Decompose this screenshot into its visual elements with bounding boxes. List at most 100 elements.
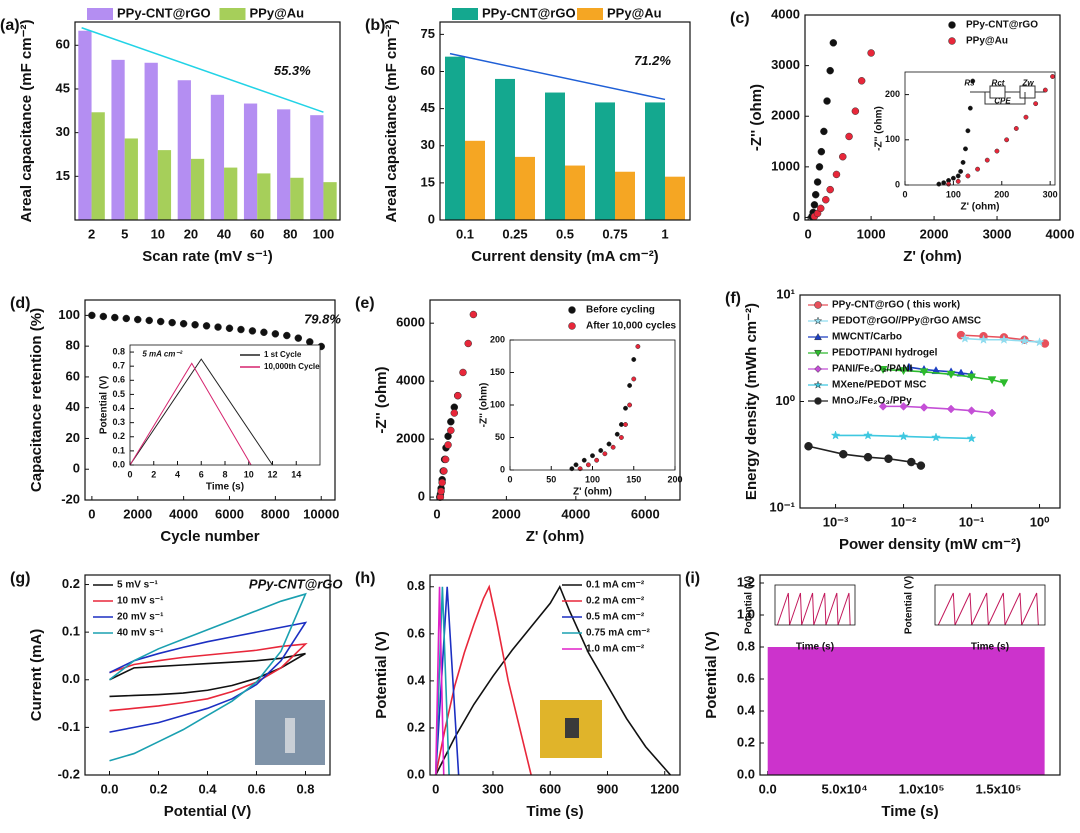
annotation: PPy-CNT@rGO <box>249 576 343 591</box>
y-axis-label: Current (mA) <box>28 629 45 722</box>
marker <box>594 457 600 463</box>
marker <box>804 442 813 451</box>
x-tick-label: 6000 <box>631 506 660 521</box>
marker <box>191 321 199 329</box>
marker <box>623 422 628 427</box>
marker <box>967 406 976 416</box>
bar <box>177 80 191 220</box>
marker <box>623 405 628 411</box>
y-tick-label: 0.8 <box>407 578 425 593</box>
marker <box>955 173 961 179</box>
marker <box>1023 114 1029 120</box>
line <box>109 652 306 698</box>
y-tick-label: 150 <box>490 367 505 377</box>
marker <box>970 78 976 84</box>
x-tick-label: 4 <box>175 469 180 479</box>
x-axis-label: Potential (V) <box>164 803 252 820</box>
marker <box>610 444 616 450</box>
y-tick-label: 0.0 <box>407 766 425 781</box>
axes-frame <box>799 294 1061 509</box>
marker <box>168 318 176 327</box>
x-axis-label: Power density (mW cm⁻²) <box>839 536 1021 553</box>
marker <box>919 368 929 377</box>
y-tick-label: 100 <box>58 307 80 322</box>
y-tick-label: 4000 <box>771 6 800 21</box>
x-tick-label: 50 <box>546 474 556 484</box>
x-tick-label: 5 <box>121 226 128 241</box>
marker <box>437 487 445 496</box>
legend-swatch <box>814 301 822 309</box>
line <box>129 362 252 466</box>
annotation: CPE <box>994 96 1011 105</box>
legend-swatch <box>452 8 478 20</box>
bar <box>565 165 585 220</box>
marker <box>145 316 153 325</box>
marker <box>631 376 637 382</box>
marker <box>306 338 314 346</box>
axes-frame <box>429 299 681 501</box>
y-tick-label: 10¹ <box>776 286 795 301</box>
x-tick-label: 10⁰ <box>1030 514 1050 529</box>
y-tick-label: 100 <box>490 399 505 409</box>
axes-frame <box>509 339 676 471</box>
marker <box>440 467 448 475</box>
marker <box>916 461 926 470</box>
legend-label: 10 mV s⁻¹ <box>117 596 164 607</box>
y-tick-label: 0.1 <box>112 445 125 455</box>
x-tick-label: 200 <box>667 474 682 484</box>
bar <box>210 94 225 220</box>
legend-label: PANI/Fe₂O₃/PANI <box>832 364 913 375</box>
legend-swatch <box>814 397 822 405</box>
panel-label: (b) <box>365 17 385 34</box>
y-tick-label: 0.6 <box>112 375 125 385</box>
legend-label: PPy-CNT@rGO <box>966 20 1038 31</box>
marker <box>984 157 990 163</box>
x-tick-label: 80 <box>283 226 297 241</box>
x-tick-label: 6000 <box>215 506 244 521</box>
x-tick-label: 0 <box>805 226 812 241</box>
y-tick-label: -20 <box>61 491 80 506</box>
marker <box>960 333 970 343</box>
y-tick-label: 0.0 <box>737 766 755 781</box>
line <box>109 621 308 733</box>
y-tick-label: 30 <box>421 137 435 152</box>
marker <box>936 181 942 187</box>
marker <box>614 431 620 437</box>
bar <box>595 102 615 220</box>
x-tick-label: 10⁻³ <box>823 514 849 529</box>
marker <box>214 323 222 331</box>
legend-label: MnO₂/Fe₂O₃/PPy <box>832 396 912 407</box>
inset-background <box>510 340 675 470</box>
marker <box>459 368 467 377</box>
legend-label: 40 mV s⁻¹ <box>117 628 164 639</box>
y-axis-label: Capacitance retention (%) <box>28 308 45 492</box>
y-axis-label: Potential (V) <box>744 576 755 634</box>
legend-swatch <box>948 37 956 45</box>
y-tick-label: -0.1 <box>58 719 80 734</box>
marker <box>955 178 961 184</box>
panel-label: (i) <box>685 570 700 587</box>
marker <box>202 322 211 330</box>
legend-label: 0.75 mA cm⁻² <box>586 628 650 639</box>
y-tick-label: 75 <box>421 26 435 41</box>
legend-swatch <box>87 8 113 20</box>
marker <box>987 408 997 418</box>
line <box>434 586 450 776</box>
legend-label: PEDOT@rGO//PPy@rGO AMSC <box>832 316 981 327</box>
x-tick-label: 300 <box>482 781 504 796</box>
legend-label: After 10,000 cycles <box>586 321 677 332</box>
y-tick-label: 45 <box>56 80 70 95</box>
y-tick-label: 10⁻¹ <box>769 499 795 514</box>
y-tick-label: 0.0 <box>112 459 125 469</box>
y-tick-label: 2000 <box>771 108 800 123</box>
marker <box>606 441 612 447</box>
marker <box>444 441 452 449</box>
y-tick-label: 1.0 <box>737 606 755 621</box>
marker <box>830 430 841 440</box>
axes-frame <box>129 344 321 466</box>
bar <box>257 173 271 220</box>
marker <box>965 173 971 179</box>
x-axis-label: Z' (ohm) <box>903 248 962 265</box>
x-tick-label: 100 <box>585 474 600 484</box>
